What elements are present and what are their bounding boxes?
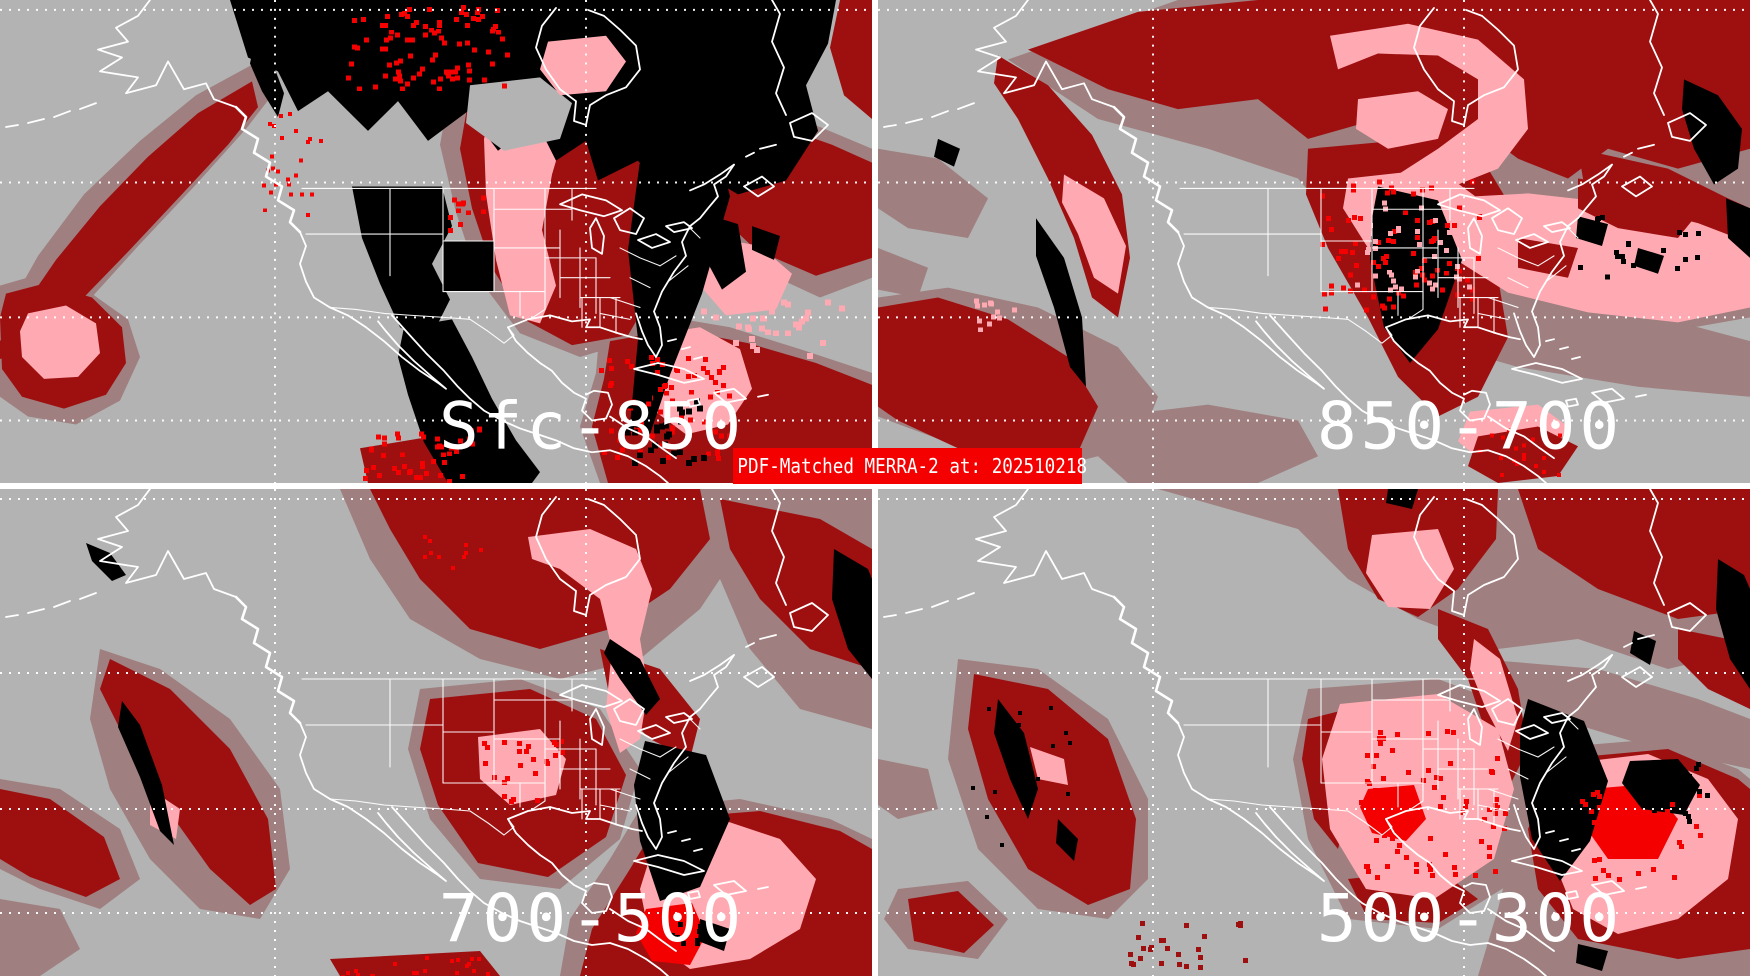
- pixel-speckles: [262, 4, 845, 483]
- panel-850-700: 850-700: [878, 0, 1750, 483]
- pixel-speckles: [341, 535, 713, 976]
- panel-500-300: 500-300: [878, 489, 1750, 976]
- timestamp-banner: PDF-Matched MERRA-2 at: 202510218: [733, 448, 1087, 484]
- panel-label-850-700: 850-700: [1317, 389, 1623, 465]
- data-shading-500-300: [878, 489, 1750, 976]
- panel-label-700-500: 700-500: [439, 880, 745, 957]
- data-shading-850-700: [878, 0, 1750, 483]
- panel-label-sfc-850: Sfc-850: [439, 389, 745, 465]
- panel-label-500-300: 500-300: [1317, 880, 1623, 957]
- pixel-speckles: [974, 179, 1701, 478]
- data-shading-sfc-850: [0, 0, 872, 483]
- pixel-speckles: [971, 706, 1710, 970]
- panel-700-500: 700-500: [0, 489, 872, 976]
- panel-sfc-850: Sfc-850: [0, 0, 872, 483]
- timestamp-banner-text: PDF-Matched MERRA-2 at: 202510218: [737, 454, 1088, 478]
